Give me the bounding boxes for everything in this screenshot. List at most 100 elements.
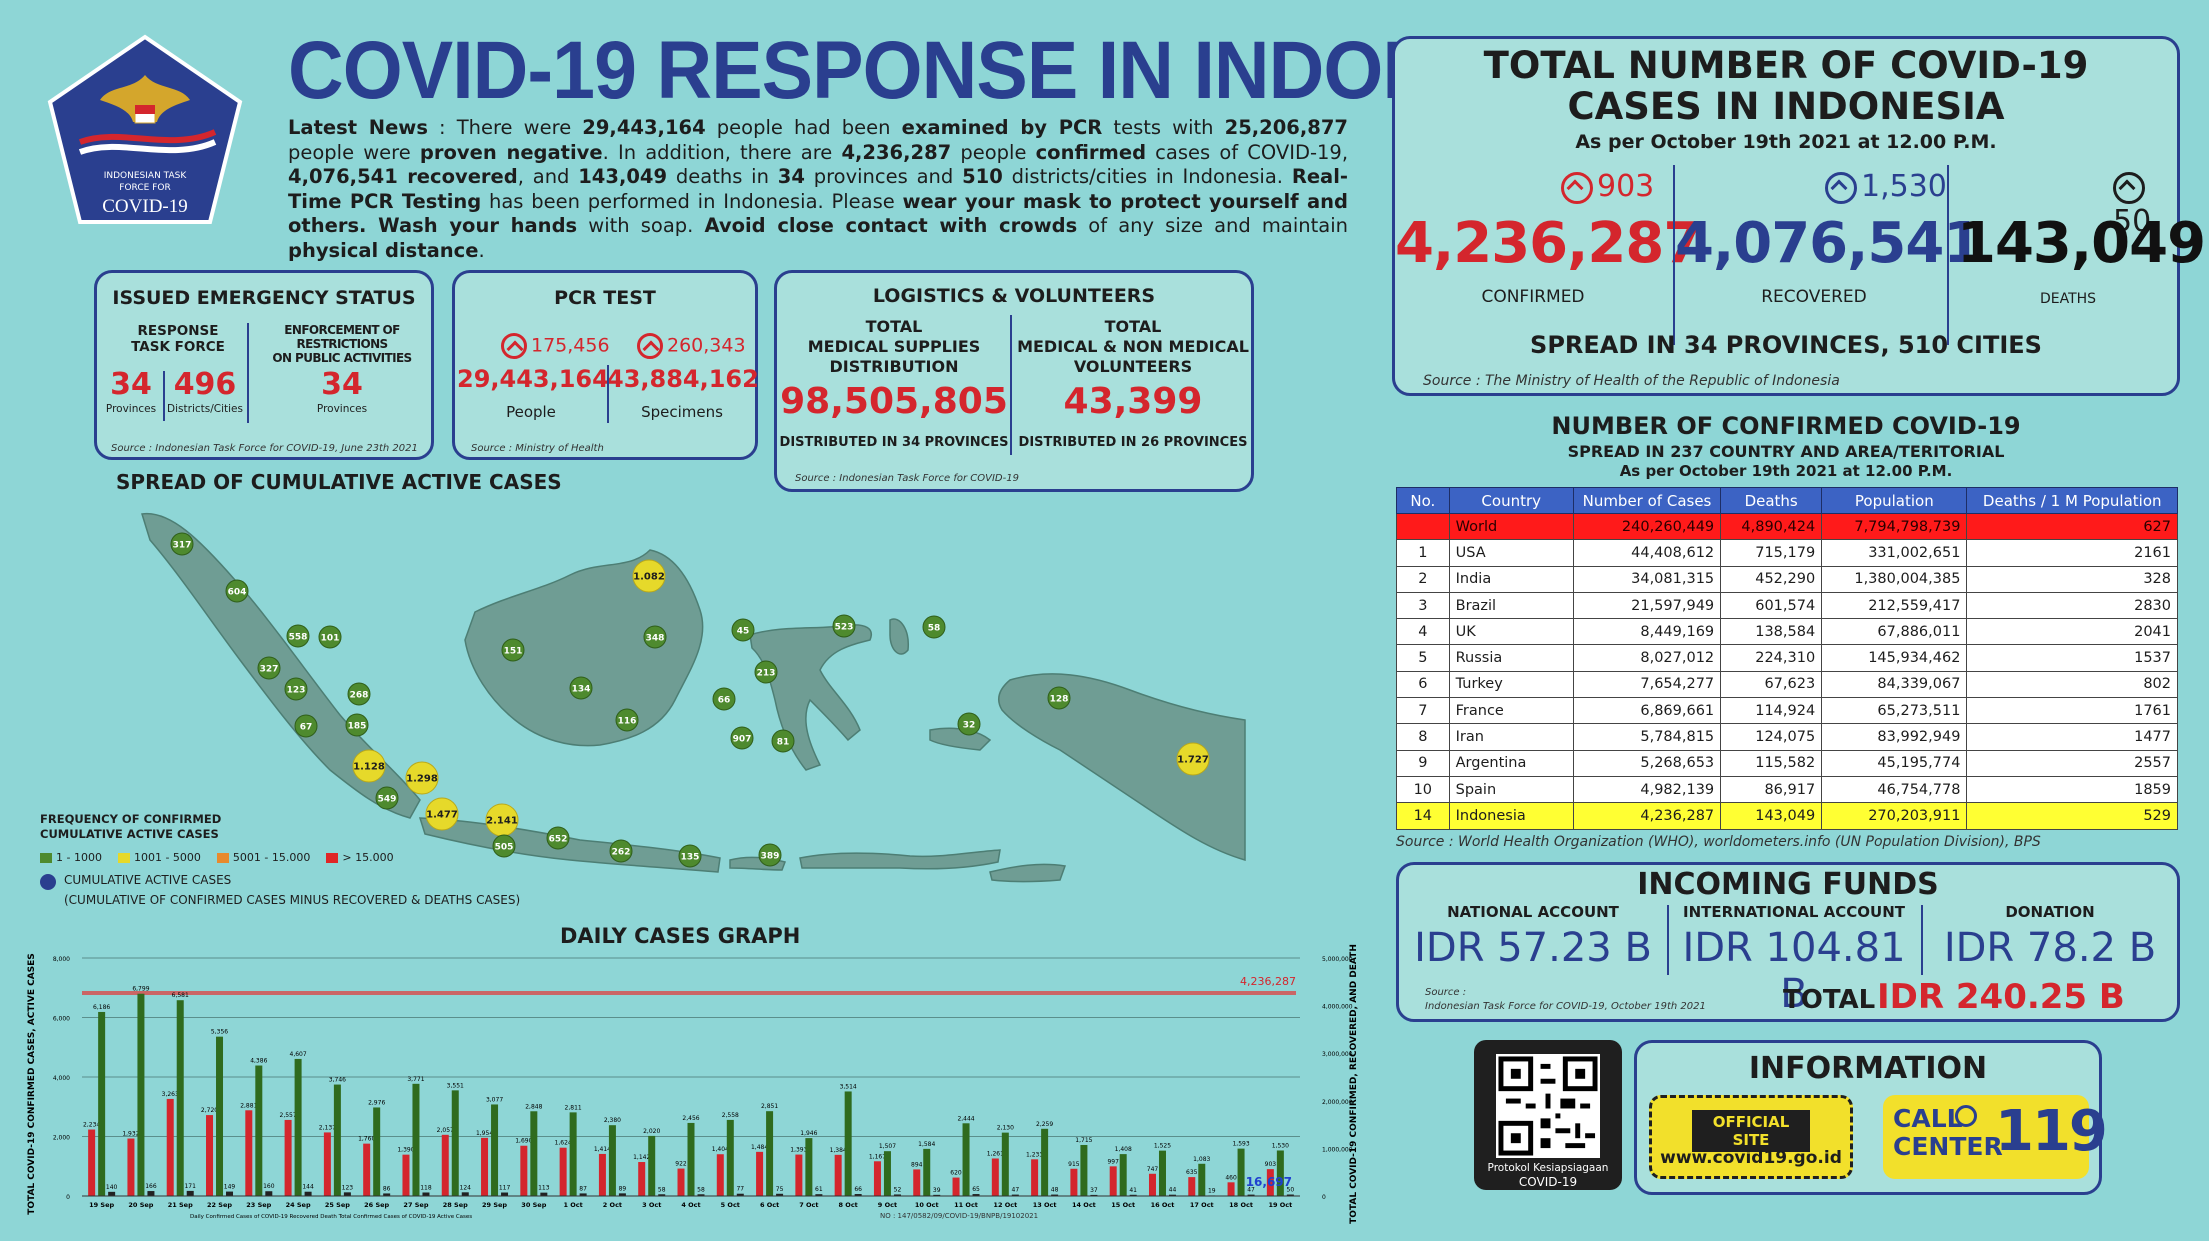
bar-death	[1168, 1194, 1176, 1196]
bar-value-label: 1,715	[1075, 1137, 1092, 1144]
table-cell-cases: 4,982,139	[1572, 775, 1722, 804]
qr-code-card[interactable]: Protokol Kesiapsiagaan COVID-19	[1474, 1040, 1622, 1190]
map-marker	[286, 624, 310, 648]
map-marker-label: 116	[618, 717, 637, 727]
bar-confirmed	[1266, 1169, 1274, 1196]
table-cell-no: 6	[1396, 670, 1450, 699]
bar-recovered	[333, 1084, 341, 1196]
people-tested-value: 29,443,164	[457, 365, 609, 393]
bar-value-label: 39	[933, 1187, 941, 1194]
bar-value-label: 4,607	[290, 1051, 307, 1058]
map-marker	[546, 826, 570, 850]
bar-value-label: 61	[815, 1186, 823, 1193]
map-marker	[712, 687, 736, 711]
bar-value-label: 89	[619, 1185, 627, 1192]
deaths-increase: 50	[2113, 169, 2177, 239]
world-table-source: Source : World Health Organization (WHO)…	[1396, 834, 2041, 850]
bar-death	[422, 1192, 430, 1196]
official-site-label: OFFICIAL SITE	[1692, 1110, 1810, 1152]
bar-value-label: 149	[224, 1184, 236, 1191]
news-segment: of any size and maintain	[1077, 214, 1348, 237]
total-cases-panel: TOTAL NUMBER OF COVID-19 CASES IN INDONE…	[1392, 36, 2206, 396]
total-cases-title-line-1: TOTAL NUMBER OF COVID-19	[1483, 44, 2089, 87]
table-cell-deaths: 114,924	[1720, 697, 1823, 725]
bar-value-label: 58	[658, 1186, 666, 1193]
table-header-cell: No.	[1396, 487, 1450, 514]
map-marker-label: 135	[681, 853, 700, 863]
x-tick-label: 10 Oct	[915, 1201, 939, 1209]
map-marker-label: 58	[928, 624, 941, 634]
map-marker	[405, 761, 439, 795]
bar-value-label: 635	[1186, 1169, 1198, 1176]
map-marker-label: 66	[718, 696, 731, 706]
cumulative-confirmed-label: 4,236,287	[1240, 975, 1296, 988]
official-site-button[interactable]: OFFICIAL SITE www.covid19.go.id	[1649, 1095, 1853, 1179]
call-center-number: 119	[1995, 1099, 2108, 1164]
news-segment: . In addition, there are	[602, 140, 842, 164]
bar-value-label: 160	[263, 1183, 275, 1190]
qr-caption-2: COVID-19	[1518, 1175, 1578, 1189]
news-segment: tests with	[1102, 116, 1225, 139]
news-segment: , and	[517, 165, 579, 188]
map-marker-label: 604	[228, 588, 247, 598]
bar-value-label: 86	[383, 1185, 391, 1192]
recovered-increase: 1,530	[1825, 169, 1947, 204]
news-segment: 29,443,164	[582, 116, 706, 139]
bar-value-label: 6,799	[132, 986, 149, 993]
map-title: SPREAD OF CUMULATIVE ACTIVE CASES	[116, 470, 562, 494]
bar-value-label: 1,507	[879, 1143, 896, 1150]
bar-recovered	[176, 1000, 184, 1196]
cumulative-active-sub: (CUMULATIVE OF CONFIRMED CASES MINUS REC…	[64, 893, 521, 907]
enforcement-provinces-label: Provinces	[316, 403, 368, 415]
provinces-label: Provinces	[105, 403, 157, 415]
map-marker	[352, 749, 386, 783]
table-cell-country: Indonesia	[1448, 802, 1574, 830]
bar-recovered	[608, 1125, 616, 1196]
bar-confirmed	[873, 1161, 881, 1196]
bar-value-label: 48	[1051, 1187, 1059, 1194]
bar-value-label: 3,263	[162, 1091, 179, 1098]
map-marker-label: 185	[348, 722, 367, 732]
map-marker	[170, 532, 194, 556]
bar-value-label: 1,390	[397, 1147, 414, 1154]
x-tick-label: 22 Sep	[207, 1201, 232, 1209]
bar-value-label: 6,581	[172, 992, 189, 999]
table-cell-pop: 331,002,651	[1821, 539, 1968, 567]
incoming-funds-panel: INCOMING FUNDS NATIONAL ACCOUNT INTERNAT…	[1396, 862, 2180, 1022]
x-tick-label: 30 Sep	[521, 1201, 546, 1209]
table-header-cell: Country	[1448, 487, 1574, 514]
table-cell-no: 5	[1396, 644, 1450, 672]
x-tick-label: 19 Sep	[89, 1201, 114, 1209]
divider	[247, 323, 249, 423]
table-cell-cases: 7,654,277	[1572, 670, 1722, 699]
world-table-subtitle: SPREAD IN 237 COUNTRY AND AREA/TERITORIA…	[1567, 442, 2005, 461]
map-marker	[492, 834, 516, 858]
table-header-cell: Number of Cases	[1572, 487, 1722, 514]
table-row: 6 Turkey 7,654,277 67,623 84,339,067 802	[1396, 670, 2178, 699]
table-cell-deaths: 143,049	[1720, 802, 1823, 830]
map-marker	[501, 638, 525, 662]
divider	[607, 365, 609, 423]
bar-value-label: 2,456	[682, 1115, 699, 1122]
divider	[1921, 905, 1923, 975]
x-tick-label: 27 Sep	[403, 1201, 428, 1209]
volunteers-title: TOTAL MEDICAL & NON MEDICAL VOLUNTEERS	[1017, 317, 1249, 376]
map-marker-label: 1.298	[406, 774, 438, 785]
bar-death	[1051, 1194, 1059, 1196]
x-tick-label: 3 Oct	[642, 1201, 661, 1209]
x-tick-label: 20 Sep	[128, 1201, 153, 1209]
y-tick-label-left: 0	[66, 1194, 70, 1201]
funds-source-label: Source :	[1425, 987, 1467, 998]
bar-value-label: 2,234	[83, 1122, 100, 1129]
bar-value-label: 166	[145, 1183, 157, 1190]
table-cell-dpm: 2161	[1966, 539, 2178, 567]
call-center-button[interactable]: CALL CENTER 119	[1883, 1095, 2108, 1179]
bar-death	[658, 1194, 666, 1196]
bar-value-label: 903	[1265, 1161, 1277, 1168]
table-cell-country: USA	[1448, 539, 1574, 567]
people-label: People	[506, 403, 556, 421]
increase-arrow-icon	[501, 333, 527, 359]
table-cell-no: 10	[1396, 775, 1450, 804]
specimens-label: Specimens	[641, 403, 723, 421]
table-cell-no: 9	[1396, 749, 1450, 777]
